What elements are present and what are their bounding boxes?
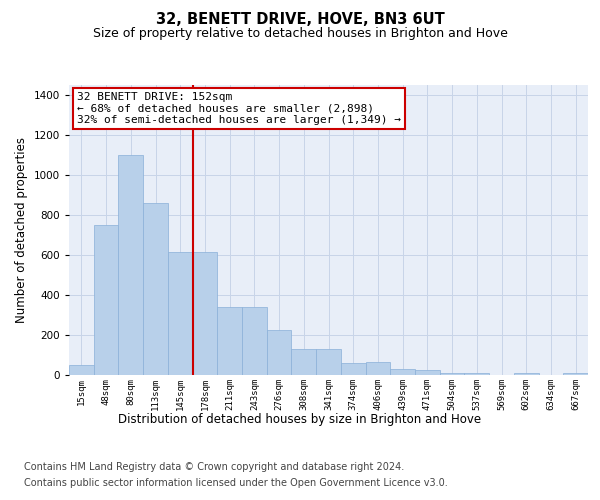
Bar	[292, 349, 316, 375]
Text: 32 BENETT DRIVE: 152sqm
← 68% of detached houses are smaller (2,898)
32% of semi: 32 BENETT DRIVE: 152sqm ← 68% of detache…	[77, 92, 401, 126]
Bar	[464, 373, 489, 375]
Y-axis label: Number of detached properties: Number of detached properties	[15, 137, 28, 323]
Text: Contains HM Land Registry data © Crown copyright and database right 2024.: Contains HM Land Registry data © Crown c…	[24, 462, 404, 472]
Bar	[415, 370, 440, 375]
Bar	[316, 349, 341, 375]
Bar	[143, 203, 168, 375]
Bar	[440, 373, 464, 375]
Text: Contains public sector information licensed under the Open Government Licence v3: Contains public sector information licen…	[24, 478, 448, 488]
Bar	[267, 330, 292, 375]
Bar	[69, 365, 94, 375]
Bar	[193, 252, 217, 375]
Bar	[341, 363, 365, 375]
Bar	[514, 373, 539, 375]
Bar	[390, 369, 415, 375]
Bar	[118, 155, 143, 375]
Bar	[365, 362, 390, 375]
Text: Distribution of detached houses by size in Brighton and Hove: Distribution of detached houses by size …	[118, 412, 482, 426]
Bar	[94, 225, 118, 375]
Bar	[217, 307, 242, 375]
Bar	[168, 252, 193, 375]
Text: Size of property relative to detached houses in Brighton and Hove: Size of property relative to detached ho…	[92, 28, 508, 40]
Bar	[242, 307, 267, 375]
Text: 32, BENETT DRIVE, HOVE, BN3 6UT: 32, BENETT DRIVE, HOVE, BN3 6UT	[155, 12, 445, 28]
Bar	[563, 373, 588, 375]
